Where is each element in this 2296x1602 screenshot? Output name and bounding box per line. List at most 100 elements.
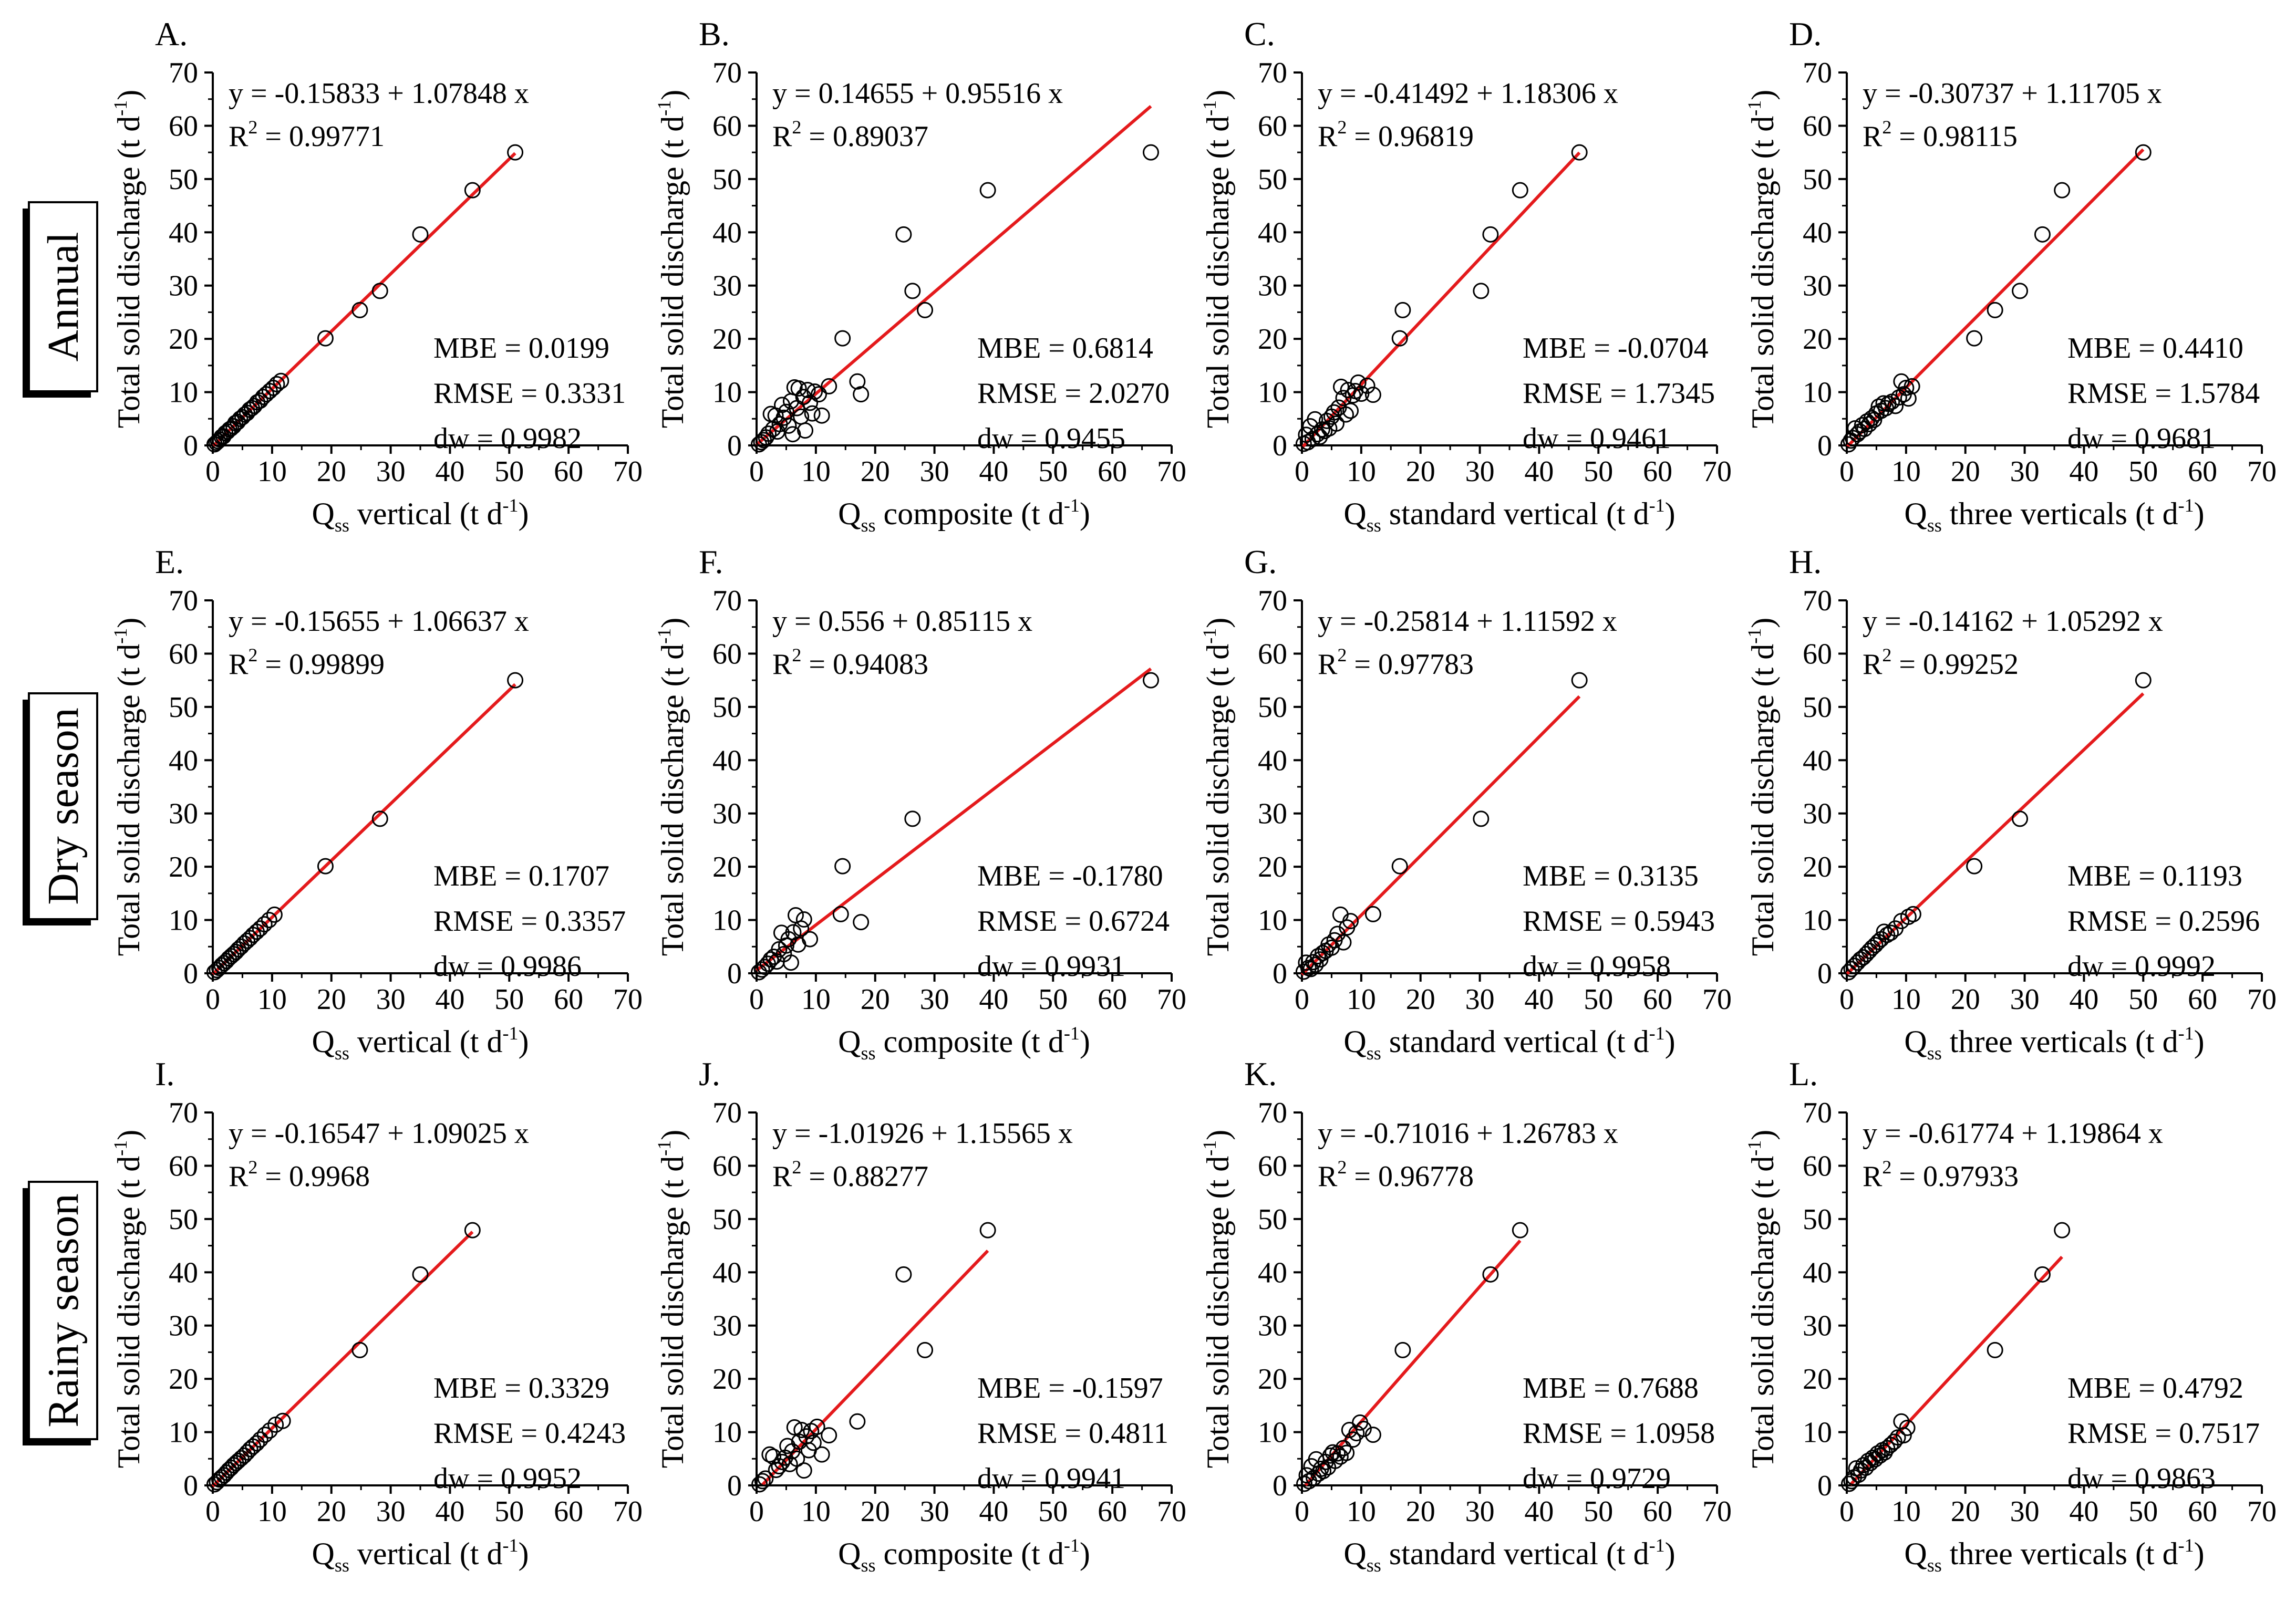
x-axis-label-sub: ss <box>1927 1555 1942 1576</box>
y-tick-label: 20 <box>712 323 742 356</box>
regression-line <box>760 1250 989 1486</box>
data-point <box>802 394 819 411</box>
y-tick-label: 0 <box>1817 958 1832 990</box>
r-squared-sup: 2 <box>1882 1157 1891 1178</box>
data-point <box>1335 1440 1352 1457</box>
panel-d: D. 0 10 20 30 40 50 60 70 0 10 20 30 40 50 60 70 Total so… <box>1744 15 2277 536</box>
x-tick-label: 20 <box>1406 983 1435 1016</box>
x-tick-label: 0 <box>1839 983 1854 1016</box>
panel-f: F. 0 10 20 30 40 50 60 70 0 10 20 30 40 50 60 70 Total so… <box>654 543 1186 1064</box>
r-squared-sup: 2 <box>792 1157 801 1178</box>
x-axis-label-sup: -1 <box>1649 495 1665 516</box>
y-tick-label: 60 <box>169 638 198 670</box>
x-tick-label: 50 <box>2128 455 2158 488</box>
x-tick-label: 20 <box>861 983 890 1016</box>
y-tick-label: 20 <box>1258 323 1287 356</box>
regression-equation: y = -0.30737 + 1.11705 x <box>1863 77 2162 110</box>
y-tick-label: 50 <box>1258 691 1287 724</box>
r-squared-r: R <box>772 648 792 681</box>
row-label-frame <box>28 1181 98 1440</box>
stat-dw: dw = 0.9986 <box>433 950 582 983</box>
y-tick-label: 0 <box>183 430 198 462</box>
x-tick-label: 40 <box>1524 983 1554 1016</box>
x-tick-label: 60 <box>554 983 583 1016</box>
y-axis-label-text: Total solid discharge (t d <box>1201 1156 1235 1469</box>
data-point <box>1302 961 1319 977</box>
x-tick-label: 30 <box>2010 455 2040 488</box>
y-axis-label-close: ) <box>1201 618 1235 628</box>
data-point <box>761 1446 778 1463</box>
r-squared-value: = 0.99899 <box>257 648 385 681</box>
x-tick-label: 60 <box>2188 1495 2217 1528</box>
x-axis-label-sup: -1 <box>502 495 518 516</box>
y-tick-label: 10 <box>169 377 198 409</box>
x-tick-label: 0 <box>1839 455 1854 488</box>
x-tick-label: 40 <box>435 1495 464 1528</box>
data-point <box>239 932 255 949</box>
stat-dw: dw = 0.9958 <box>1523 950 1671 983</box>
data-point <box>2135 144 2152 161</box>
y-axis-label-sup: -1 <box>654 628 675 644</box>
data-point <box>1864 939 1881 956</box>
y-tick-label: 30 <box>1258 270 1287 303</box>
y-tick-label: 0 <box>1817 430 1832 462</box>
y-tick-label: 40 <box>1803 744 1832 777</box>
x-axis-label-q: Q <box>1904 496 1927 531</box>
x-tick-label: 10 <box>1891 1495 1921 1528</box>
row-label-box: Annual <box>23 201 98 398</box>
data-point <box>464 182 481 199</box>
data-point <box>1987 1341 2003 1358</box>
r-squared-r: R <box>1863 648 1883 681</box>
panel-letter: K. <box>1244 1055 1277 1093</box>
panel-j: J. 0 10 20 30 40 50 60 70 0 10 20 30 40 50 60 70 Total so… <box>654 1055 1186 1576</box>
x-tick-label: 20 <box>861 1495 890 1528</box>
x-axis-label-var: standard vertical (t d <box>1381 1536 1649 1571</box>
y-tick-label: 30 <box>1258 798 1287 830</box>
data-point <box>780 417 797 434</box>
regression-line <box>211 683 516 975</box>
x-axis-label-sub: ss <box>1927 1043 1942 1064</box>
x-axis-label-close: ) <box>2194 1024 2205 1059</box>
data-point <box>317 330 334 347</box>
y-axis-label-sup: -1 <box>654 1140 675 1156</box>
x-axis-label-sub: ss <box>861 515 876 536</box>
x-axis-label-var: three verticals (t d <box>1942 496 2178 531</box>
data-point <box>809 1418 825 1435</box>
data-point <box>751 1476 768 1493</box>
x-axis-label-sup: -1 <box>1064 1023 1080 1044</box>
stat-dw: dw = 0.9992 <box>2067 950 2216 983</box>
y-tick-label: 10 <box>1258 904 1287 937</box>
y-tick-label: 20 <box>712 1363 742 1396</box>
stat-dw: dw = 0.9681 <box>2067 422 2216 455</box>
data-point <box>266 906 283 923</box>
x-axis-label-close: ) <box>1665 1024 1676 1059</box>
x-tick-label: 40 <box>979 1495 1008 1528</box>
y-tick-label: 30 <box>1258 1310 1287 1343</box>
x-tick-label: 60 <box>1643 983 1672 1016</box>
regression-equation: y = 0.14655 + 0.95516 x <box>772 77 1063 110</box>
y-tick-label: 40 <box>1258 744 1287 777</box>
data-point <box>1849 954 1866 971</box>
y-tick-label: 40 <box>712 744 742 777</box>
x-tick-label: 60 <box>1098 983 1127 1016</box>
data-point <box>1571 672 1588 689</box>
y-axis-label: Total solid discharge (t d-1) <box>1744 1130 1780 1469</box>
y-tick-label: 50 <box>169 1203 198 1236</box>
x-tick-label: 10 <box>1347 1495 1376 1528</box>
y-tick-label: 30 <box>169 798 198 830</box>
data-point <box>351 1341 368 1358</box>
regression-equation: y = -0.41492 + 1.18306 x <box>1318 77 1618 110</box>
stat-rmse: RMSE = 0.4243 <box>433 1417 626 1450</box>
y-axis-label-sup: -1 <box>1199 1140 1220 1156</box>
y-axis-label-text: Total solid discharge (t d <box>111 1156 146 1469</box>
data-point <box>821 378 837 394</box>
r-squared-r: R <box>1863 1160 1883 1193</box>
data-point <box>230 1452 247 1469</box>
x-tick-label: 50 <box>1038 455 1068 488</box>
y-axis-label-text: Total solid discharge (t d <box>1201 116 1235 429</box>
x-tick-label: 40 <box>2069 983 2098 1016</box>
r-squared-sup: 2 <box>792 117 801 138</box>
data-point <box>1893 1413 1910 1430</box>
x-tick-label: 30 <box>1465 455 1495 488</box>
